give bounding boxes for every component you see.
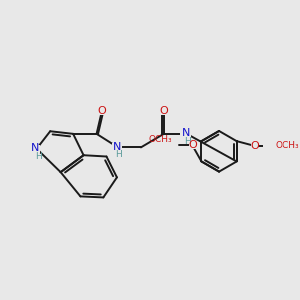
- Bar: [189, 142, 196, 149]
- Bar: [181, 130, 191, 137]
- Text: O: O: [188, 140, 197, 150]
- Bar: [164, 136, 180, 143]
- Text: N: N: [113, 142, 121, 152]
- Bar: [268, 142, 283, 149]
- Text: OCH₃: OCH₃: [276, 141, 299, 150]
- Text: H: H: [35, 152, 42, 161]
- Bar: [31, 145, 40, 153]
- Text: OCH₃: OCH₃: [148, 135, 172, 144]
- Bar: [36, 154, 42, 159]
- Text: O: O: [159, 106, 168, 116]
- Text: N: N: [31, 143, 40, 153]
- Text: N: N: [182, 128, 190, 138]
- Bar: [112, 143, 122, 151]
- Text: O: O: [98, 106, 106, 116]
- Text: H: H: [184, 136, 191, 146]
- Bar: [160, 108, 167, 115]
- Bar: [185, 138, 191, 144]
- Text: H: H: [116, 150, 122, 159]
- Bar: [116, 152, 122, 158]
- Bar: [251, 142, 258, 149]
- Bar: [98, 108, 105, 115]
- Text: O: O: [250, 141, 259, 151]
